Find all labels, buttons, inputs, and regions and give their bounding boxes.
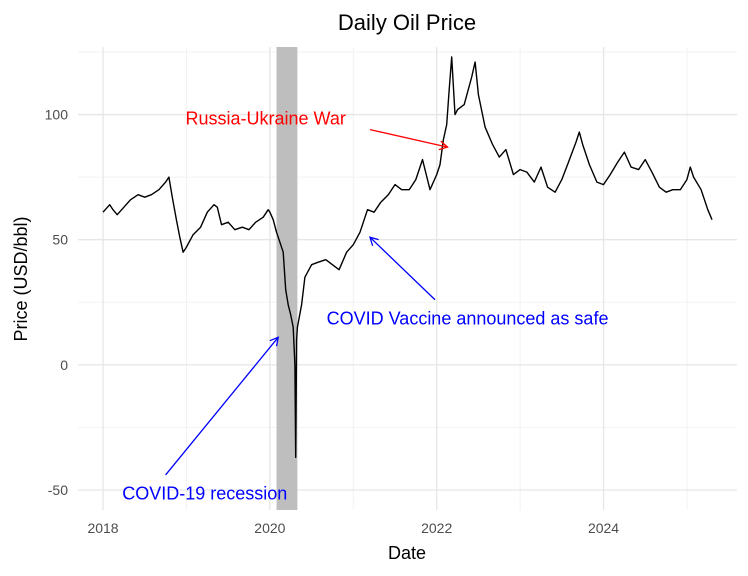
annotation-arrowhead xyxy=(368,236,379,246)
x-tick-label: 2024 xyxy=(588,520,619,536)
recession-shade xyxy=(276,47,298,510)
annotation-arrow-line xyxy=(369,236,436,301)
y-tick-label: 0 xyxy=(60,357,68,373)
x-axis-title: Date xyxy=(388,543,426,563)
oil-price-line xyxy=(102,56,713,459)
annotation-layer: Russia-Ukraine War COVID Vaccine announce… xyxy=(122,108,608,503)
major-gridlines xyxy=(78,47,737,510)
y-tick-label: -50 xyxy=(48,482,68,498)
annotation-label: Russia-Ukraine War xyxy=(186,108,346,128)
x-tick-label: 2018 xyxy=(87,520,118,536)
chart-title: Daily Oil Price xyxy=(338,10,476,35)
recession-shade-layer xyxy=(276,47,298,510)
annotation-arrowhead xyxy=(438,140,449,151)
annotation-arrow-line xyxy=(369,128,448,148)
y-tick-label: 100 xyxy=(45,107,69,123)
annotation-arrowhead xyxy=(269,336,280,347)
x-tick-labels: 2018 2020 2022 2024 xyxy=(87,520,619,536)
y-tick-label: 50 xyxy=(52,232,68,248)
minor-gridlines xyxy=(78,47,737,510)
x-tick-label: 2020 xyxy=(254,520,285,536)
annotation-label: COVID-19 recession xyxy=(122,484,287,504)
annotation-arrow-line xyxy=(165,336,279,476)
series-layer xyxy=(102,56,713,459)
annotation-label: COVID Vaccine announced as safe xyxy=(327,309,609,329)
x-tick-label: 2022 xyxy=(421,520,452,536)
y-axis-title: Price (USD/bbl) xyxy=(11,216,31,341)
y-tick-labels: -50 0 50 100 xyxy=(45,107,69,498)
